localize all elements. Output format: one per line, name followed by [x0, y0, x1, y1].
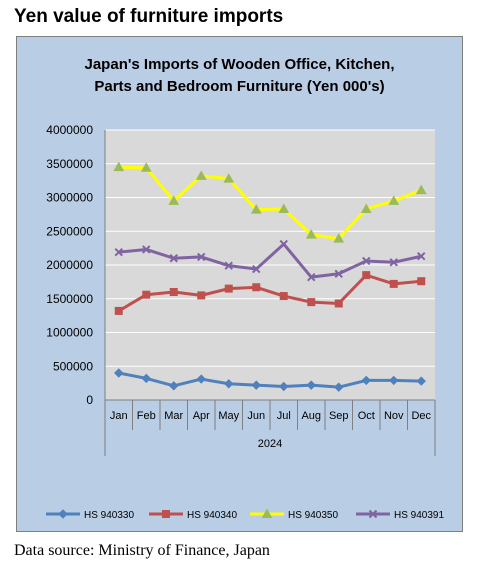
- series-line: [118, 242, 422, 279]
- y-tick-label: 3500000: [46, 157, 93, 171]
- data-point: [252, 264, 261, 274]
- x-group-label: 2024: [258, 438, 282, 450]
- data-point: [360, 203, 372, 213]
- data-point: [140, 162, 152, 172]
- y-tick-label: 1500000: [46, 292, 93, 306]
- data-point: [307, 272, 316, 282]
- x-tick-label: Mar: [164, 410, 183, 422]
- data-point: [168, 195, 180, 205]
- y-tick-label: 2500000: [46, 224, 93, 238]
- chart-title: Japan's Imports of Wooden Office, Kitche…: [16, 54, 463, 98]
- data-point: [113, 161, 125, 172]
- data-point: [334, 299, 343, 308]
- data-point: [362, 271, 371, 280]
- series-line: [117, 273, 422, 313]
- data-point: [415, 184, 427, 195]
- chart-title-line-2: Parts and Bedroom Furniture (Yen 000's): [94, 78, 385, 95]
- data-point: [250, 204, 262, 214]
- series-hs-940391: [114, 239, 426, 282]
- data-point: [251, 380, 261, 390]
- legend-label: HS 940391: [394, 510, 444, 521]
- legend-label: HS 940350: [288, 510, 338, 521]
- data-point: [142, 245, 151, 254]
- data-point: [334, 269, 343, 278]
- legend-entry: HS 940330: [46, 509, 134, 521]
- axes: 0 500000 1000000 1500000 2000000 2500000 30000…: [46, 123, 436, 456]
- data-point: [362, 256, 371, 266]
- data-point: [114, 368, 124, 378]
- x-tick-label: Feb: [137, 410, 156, 422]
- data-point: [169, 288, 178, 296]
- data-point: [169, 254, 178, 263]
- series-lines: [113, 161, 427, 392]
- data-point: [416, 376, 426, 386]
- data-point: [389, 258, 398, 267]
- legend-entry: HS 940340: [149, 510, 237, 521]
- legend-marker: [261, 508, 273, 518]
- x-tick-label: May: [218, 410, 239, 422]
- legend-marker: [162, 510, 170, 518]
- data-point: [361, 375, 371, 386]
- legend-label: HS 940330: [84, 510, 134, 521]
- y-tick-label: 500000: [53, 359, 93, 373]
- series-hs-940330: [114, 368, 426, 392]
- data-point: [307, 298, 316, 307]
- data-point: [389, 375, 399, 386]
- legend-entry: HS 940391: [356, 509, 444, 521]
- legend-label: HS 940340: [187, 510, 237, 521]
- legend-marker: [368, 509, 378, 519]
- x-tick-label: Nov: [384, 410, 404, 422]
- data-point: [169, 381, 179, 391]
- data-point: [224, 379, 234, 389]
- y-tick-label: 1000000: [46, 326, 93, 340]
- series-hs-940350: [113, 161, 427, 243]
- data-point: [389, 279, 398, 288]
- source-note: Data source: Ministry of Finance, Japan: [14, 542, 270, 559]
- legend-marker: [58, 509, 68, 519]
- data-point: [197, 252, 206, 262]
- x-tick-label: Apr: [193, 410, 210, 422]
- data-point: [279, 239, 288, 249]
- x-tick-label: Jul: [277, 410, 291, 422]
- data-point: [195, 170, 207, 180]
- x-tick-label: Sep: [329, 410, 349, 422]
- data-point: [114, 247, 123, 257]
- data-point: [306, 380, 316, 390]
- x-tick-label: Jan: [110, 410, 128, 422]
- x-tick-label: Oct: [358, 410, 375, 422]
- x-tick-label: Aug: [301, 410, 321, 422]
- data-point: [224, 261, 233, 270]
- data-point: [417, 252, 426, 261]
- data-point: [223, 173, 235, 183]
- data-point: [114, 306, 123, 315]
- y-tick-label: 2000000: [46, 258, 93, 272]
- data-point: [333, 233, 345, 243]
- legend: HS 940330 HS 940340 HS 940350 HS 940391: [46, 508, 444, 521]
- series-line: [118, 165, 422, 241]
- chart-title-line-1: Japan's Imports of Wooden Office, Kitche…: [84, 56, 395, 73]
- page-heading: Yen value of furniture imports: [14, 6, 284, 27]
- data-point: [252, 283, 261, 292]
- y-tick-label: 0: [86, 393, 93, 407]
- y-tick-label: 4000000: [46, 123, 93, 137]
- series-hs-940340: [114, 271, 426, 315]
- y-tick-label: 3000000: [46, 191, 93, 205]
- data-point: [142, 290, 151, 299]
- x-tick-label: Jun: [247, 410, 265, 422]
- data-point: [417, 277, 426, 286]
- x-tick-label: Dec: [411, 410, 431, 422]
- data-point: [279, 381, 289, 392]
- data-point: [388, 195, 400, 205]
- data-point: [278, 203, 290, 213]
- data-point: [224, 284, 233, 293]
- data-point: [196, 374, 206, 384]
- legend-entry: HS 940350: [250, 508, 338, 521]
- data-point: [141, 373, 151, 384]
- data-point: [334, 382, 344, 392]
- data-point: [197, 291, 206, 300]
- data-point: [305, 229, 317, 239]
- data-point: [279, 292, 288, 301]
